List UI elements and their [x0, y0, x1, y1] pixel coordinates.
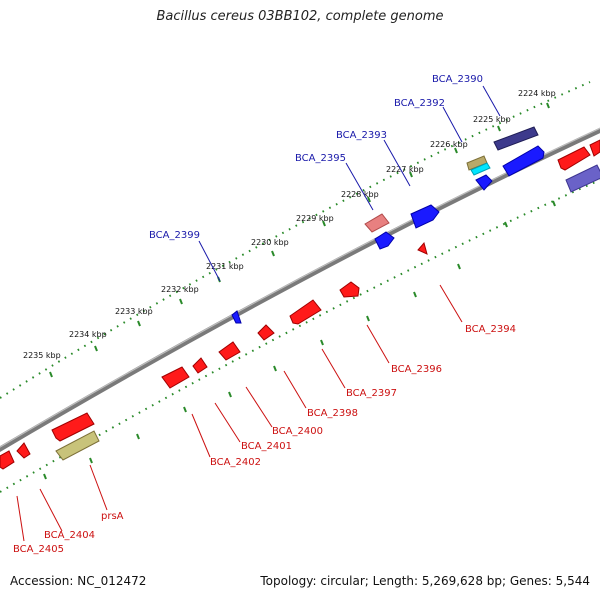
- feature-bca-2402[interactable]: [161, 366, 190, 389]
- scale-label-2226: 2226 kbp: [430, 140, 468, 149]
- accession-text: Accession: NC_012472: [10, 574, 147, 588]
- gene-label-bca-2395[interactable]: BCA_2395: [295, 153, 346, 164]
- scale-label-2232: 2232 kbp: [161, 285, 199, 294]
- gene-label-bca-2405[interactable]: BCA_2405: [13, 544, 64, 555]
- feature-bca-2394[interactable]: [417, 241, 428, 255]
- feature-small-blue-1[interactable]: [475, 174, 493, 191]
- forward-leader-lines: [198, 85, 501, 282]
- feature-bca-2390[interactable]: [493, 126, 539, 151]
- reverse-leader-lines: [16, 284, 463, 542]
- topology-text: Topology: circular; Length: 5,269,628 bp…: [260, 574, 590, 588]
- outer-major-ticks: [49, 102, 550, 378]
- inner-major-ticks: [43, 200, 556, 480]
- feature-bca-2404[interactable]: [16, 442, 31, 459]
- feature-bca-2395[interactable]: [364, 213, 390, 233]
- feature-pseudo-right[interactable]: [565, 164, 600, 193]
- scale-label-2230: 2230 kbp: [251, 238, 289, 247]
- scale-label-2227: 2227 kbp: [386, 165, 424, 174]
- gene-label-bca-2399[interactable]: BCA_2399: [149, 230, 200, 241]
- gene-label-bca-2390[interactable]: BCA_2390: [432, 74, 483, 85]
- gene-label-prsa[interactable]: prsA: [101, 511, 124, 522]
- feature-bca-2397[interactable]: [289, 299, 322, 325]
- feature-bca-2401[interactable]: [192, 357, 208, 374]
- feature-red-edge[interactable]: [589, 139, 600, 157]
- scale-label-2231: 2231 kbp: [206, 262, 244, 271]
- gene-label-bca-2401[interactable]: BCA_2401: [241, 441, 292, 452]
- scale-label-2235: 2235 kbp: [23, 351, 61, 360]
- feature-bca-2392-rna[interactable]: [470, 162, 491, 176]
- gene-label-bca-2392[interactable]: BCA_2392: [394, 98, 445, 109]
- scale-label-2225: 2225 kbp: [473, 115, 511, 124]
- feature-bca-2405[interactable]: [0, 450, 15, 470]
- feature-bca-2393[interactable]: [410, 204, 440, 229]
- feature-bca-2391[interactable]: [502, 145, 545, 177]
- gene-label-bca-2400[interactable]: BCA_2400: [272, 426, 323, 437]
- outer-tick-ring: [0, 81, 591, 399]
- gene-label-bca-2404[interactable]: BCA_2404: [44, 530, 95, 541]
- feature-red-top-right[interactable]: [557, 146, 591, 171]
- feature-bca-2399[interactable]: [231, 310, 242, 324]
- feature-bca-2396[interactable]: [339, 281, 360, 298]
- scale-label-2233: 2233 kbp: [115, 307, 153, 316]
- feature-red-left-large[interactable]: [51, 412, 95, 442]
- scale-label-2229: 2229 kbp: [296, 214, 334, 223]
- feature-bca-2400[interactable]: [218, 341, 241, 361]
- feature-small-blue-2[interactable]: [374, 231, 395, 250]
- gene-label-bca-2398[interactable]: BCA_2398: [307, 408, 358, 419]
- gene-label-bca-2394[interactable]: BCA_2394: [465, 324, 516, 335]
- scale-label-2228: 2228 kbp: [341, 190, 379, 199]
- map-title: Bacillus cereus 03BB102, complete genome: [156, 9, 444, 24]
- feature-prsa[interactable]: [55, 430, 100, 461]
- feature-bca-2398[interactable]: [257, 324, 275, 341]
- genome-backbone: [0, 127, 600, 452]
- gene-label-bca-2397[interactable]: BCA_2397: [346, 388, 397, 399]
- gene-label-bca-2396[interactable]: BCA_2396: [391, 364, 442, 375]
- gene-label-bca-2402[interactable]: BCA_2402: [210, 457, 261, 468]
- scale-label-2234: 2234 kbp: [69, 330, 107, 339]
- scale-label-2224: 2224 kbp: [518, 89, 556, 98]
- gene-label-bca-2393[interactable]: BCA_2393: [336, 130, 387, 141]
